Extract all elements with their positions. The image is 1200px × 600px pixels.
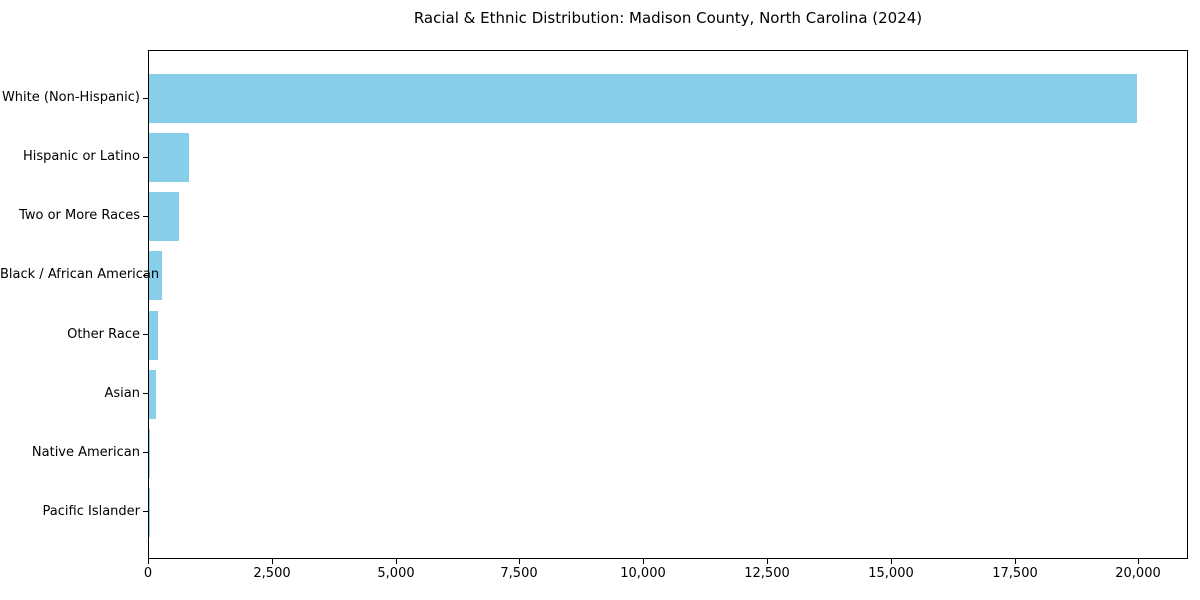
y-tick-mark <box>143 511 148 512</box>
y-tick-label: Other Race <box>67 327 140 342</box>
x-tick-label: 5,000 <box>377 566 415 581</box>
y-tick-label: Black / African American <box>0 267 160 282</box>
x-tick-mark <box>272 559 273 564</box>
x-tick-label: 12,500 <box>744 566 790 581</box>
bar <box>149 133 190 183</box>
x-tick-mark <box>1138 559 1139 564</box>
y-tick-label: Asian <box>104 386 140 401</box>
bar <box>149 74 1137 124</box>
y-tick-mark <box>143 452 148 453</box>
bar <box>149 251 162 301</box>
x-tick-label: 7,500 <box>500 566 538 581</box>
x-tick-mark <box>891 559 892 564</box>
x-tick-label: 17,500 <box>992 566 1038 581</box>
x-tick-mark <box>1015 559 1016 564</box>
x-tick-mark <box>396 559 397 564</box>
bar <box>149 310 158 360</box>
x-tick-mark <box>519 559 520 564</box>
y-tick-mark <box>143 98 148 99</box>
bar <box>149 192 180 242</box>
y-tick-mark <box>143 157 148 158</box>
x-tick-label: 2,500 <box>253 566 291 581</box>
x-tick-mark <box>148 559 149 564</box>
x-tick-label: 0 <box>143 566 153 581</box>
x-tick-label: 20,000 <box>1115 566 1161 581</box>
y-tick-label: Two or More Races <box>19 208 140 223</box>
y-tick-label: White (Non-Hispanic) <box>1 90 140 105</box>
chart-title: Racial & Ethnic Distribution: Madison Co… <box>413 9 923 27</box>
y-tick-mark <box>143 216 148 217</box>
y-tick-label: Pacific Islander <box>42 504 140 519</box>
y-tick-mark <box>143 334 148 335</box>
x-tick-label: 10,000 <box>620 566 666 581</box>
x-tick-label: 15,000 <box>868 566 914 581</box>
bar <box>149 369 156 419</box>
plot-area <box>148 50 1188 559</box>
y-tick-mark <box>143 275 148 276</box>
x-tick-mark <box>643 559 644 564</box>
x-tick-mark <box>767 559 768 564</box>
bar <box>149 428 151 478</box>
y-tick-label: Native American <box>31 445 140 460</box>
y-tick-mark <box>143 393 148 394</box>
y-tick-label: Hispanic or Latino <box>22 149 140 164</box>
